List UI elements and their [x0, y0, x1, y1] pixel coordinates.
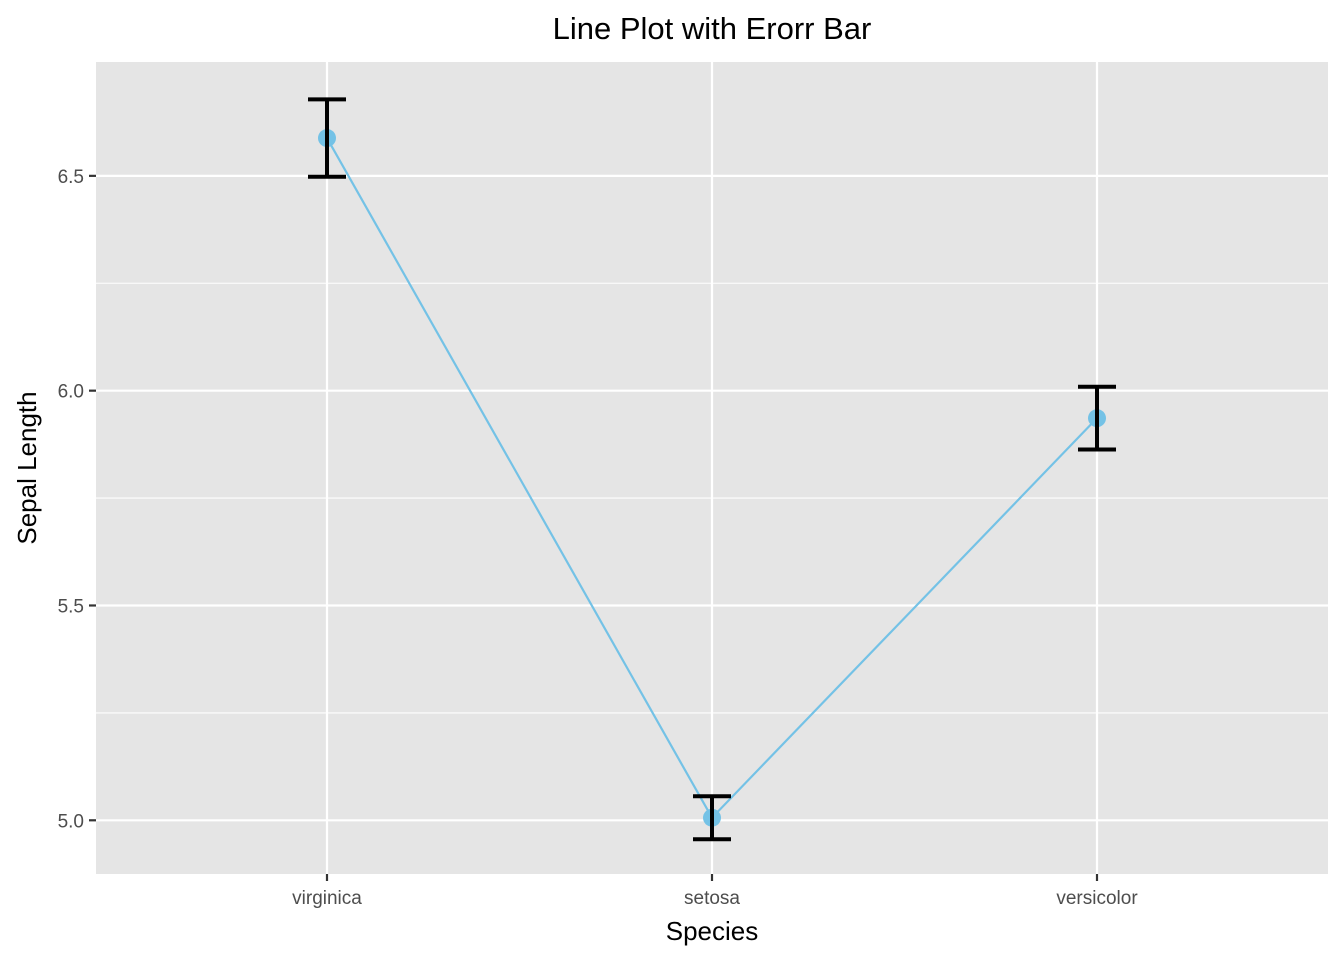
x-tick-label: versicolor — [1056, 888, 1138, 909]
x-tick-label: virginica — [292, 888, 362, 909]
x-axis-title: Species — [666, 916, 759, 946]
x-tick-label: setosa — [684, 888, 740, 909]
y-tick-label: 6.0 — [58, 382, 84, 403]
y-tick-label: 5.0 — [58, 811, 84, 832]
y-axis-title: Sepal Length — [12, 391, 42, 544]
ticks-layer: 5.0 5.5 6.0 6.5 virginica setosa versicolor — [58, 167, 1139, 909]
chart-title: Line Plot with Erorr Bar — [553, 11, 872, 46]
grid-layer — [96, 62, 1328, 874]
data-layer — [308, 97, 1116, 842]
y-tick-label: 5.5 — [58, 596, 84, 617]
y-tick-label: 6.5 — [58, 167, 84, 188]
